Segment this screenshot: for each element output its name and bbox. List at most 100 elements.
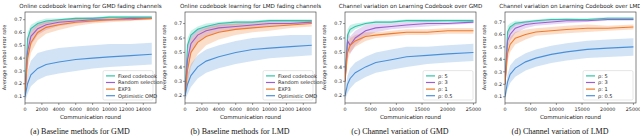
legend-label: ρ: 0.5 <box>598 93 612 100</box>
y-tick-label: 0.2 <box>174 93 182 98</box>
x-axis-label: Communication round <box>380 114 441 120</box>
std-band <box>505 38 633 100</box>
y-tick-label: 0.6 <box>494 32 502 37</box>
x-tick <box>235 103 236 105</box>
caption: (a) Baseline methods for GMD <box>30 127 130 136</box>
y-tick <box>503 96 505 97</box>
panel: Online codebook learning for LMD fading … <box>161 3 323 136</box>
y-tick-label: 0.2 <box>334 93 342 98</box>
y-tick-label: 0.3 <box>174 79 182 84</box>
y-tick <box>23 96 25 97</box>
x-tick-label: 15000 <box>574 107 589 112</box>
legend-swatch <box>266 88 275 89</box>
std-band <box>345 44 473 100</box>
y-tick-label: 0.3 <box>14 69 22 74</box>
x-axis-label: Communication round <box>220 114 281 120</box>
x-tick-label: 6000 <box>70 107 82 112</box>
x-tick <box>505 103 506 105</box>
y-tick-label: 0.3 <box>494 70 502 75</box>
legend: ρ: 5ρ: 3ρ: 1ρ: 0.5 <box>423 71 473 100</box>
axes-frame <box>505 12 636 103</box>
legend-label: Random selection <box>278 79 323 85</box>
x-tick-label: 10000 <box>549 107 564 112</box>
y-tick <box>183 23 185 24</box>
legend-label: EXP3 <box>278 86 291 92</box>
y-axis-label: Average symbol error rate <box>481 25 488 91</box>
x-tick-label: 12000 <box>279 107 294 112</box>
x-tick <box>473 103 474 105</box>
y-axis-label: Average symbol error rate <box>321 25 328 91</box>
x-tick <box>41 103 42 105</box>
x-tick <box>109 103 110 105</box>
chart-title: Online codebook learning for LMD fading … <box>180 3 321 10</box>
x-tick <box>75 103 76 105</box>
panel: Channel variation on Learning Codebook o… <box>481 3 640 136</box>
x-tick-label: 14000 <box>296 107 311 112</box>
y-tick <box>503 71 505 72</box>
x-axis-label: Communication round <box>60 114 121 120</box>
y-tick-label: 0.5 <box>334 50 342 55</box>
x-tick <box>269 103 270 105</box>
x-tick-label: 8000 <box>247 107 259 112</box>
y-tick <box>183 52 185 53</box>
x-tick-label: 5000 <box>525 107 537 112</box>
x-tick-label: 25000 <box>626 107 640 112</box>
y-tick-label: 0.4 <box>494 57 502 62</box>
x-tick-label: 0 <box>23 107 26 112</box>
legend-swatch <box>266 75 275 76</box>
y-tick <box>343 95 345 96</box>
chart-title: Channel variation on Learning Codebook o… <box>339 3 483 10</box>
y-tick-label: 0.7 <box>494 20 502 25</box>
axes-frame <box>25 12 156 103</box>
y-tick <box>343 23 345 24</box>
y-tick-label: 0.4 <box>14 56 22 61</box>
x-tick <box>185 103 186 105</box>
figure: Online codebook learning for GMD fading … <box>0 0 640 139</box>
x-tick-label: 8000 <box>87 107 99 112</box>
y-tick-label: 0.4 <box>334 65 342 70</box>
legend-swatch <box>586 95 595 96</box>
x-tick <box>92 103 93 105</box>
x-tick <box>126 103 127 105</box>
y-tick-label: 0.6 <box>14 30 22 35</box>
y-tick-label: 0.1 <box>494 94 502 99</box>
x-tick <box>633 103 634 105</box>
legend-swatch <box>426 88 435 89</box>
legend-label: Optimistic OMD <box>118 93 157 100</box>
legend: Fixed codebookRandom selectionEXP3Optimi… <box>263 71 323 100</box>
y-tick-label: 0.7 <box>334 21 342 26</box>
chart-title: Online codebook learning for GMD fading … <box>19 3 162 10</box>
legend-label: Fixed codebook <box>118 73 157 79</box>
x-tick <box>447 103 448 105</box>
legend: ρ: 5ρ: 3ρ: 1ρ: 0.5 <box>583 71 633 100</box>
x-tick-label: 12000 <box>119 107 134 112</box>
x-tick <box>396 103 397 105</box>
legend-swatch <box>266 82 275 83</box>
legend-label: ρ: 0.5 <box>438 93 452 100</box>
x-tick-label: 2000 <box>36 107 48 112</box>
x-tick <box>143 103 144 105</box>
x-tick-label: 15000 <box>414 107 429 112</box>
legend-swatch <box>586 88 595 89</box>
legend-swatch <box>586 75 595 76</box>
y-tick-label: 0.7 <box>14 17 22 22</box>
legend-swatch <box>426 75 435 76</box>
y-tick <box>343 52 345 53</box>
y-tick <box>503 34 505 35</box>
x-tick-label: 0 <box>503 107 506 112</box>
x-tick-label: 10000 <box>102 107 117 112</box>
x-tick <box>201 103 202 105</box>
x-tick <box>530 103 531 105</box>
y-tick <box>503 59 505 60</box>
y-tick-label: 0.2 <box>494 82 502 87</box>
legend-swatch <box>586 82 595 83</box>
axes-frame <box>185 12 316 103</box>
y-tick-label: 0.4 <box>174 65 182 70</box>
y-tick-label: 0.3 <box>334 79 342 84</box>
x-axis-label: Communication round <box>540 114 601 120</box>
plot-data <box>505 17 633 101</box>
y-tick <box>503 84 505 85</box>
y-tick <box>23 58 25 59</box>
y-tick-label: 0.2 <box>14 81 22 86</box>
legend-swatch <box>426 82 435 83</box>
